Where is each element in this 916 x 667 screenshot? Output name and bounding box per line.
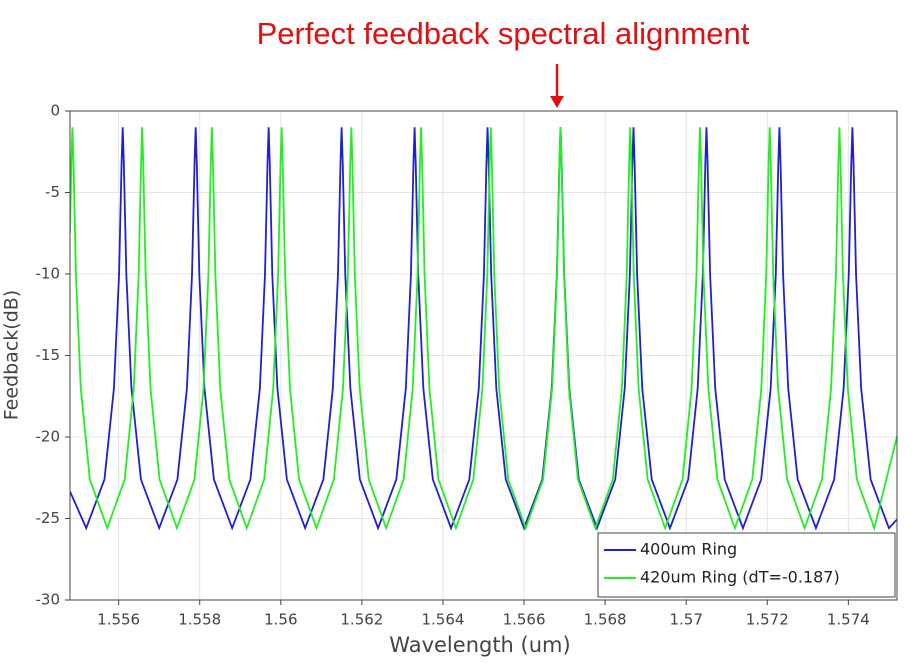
y-tick-label: -25 — [36, 509, 61, 527]
legend-label: 420um Ring (dT=-0.187) — [640, 568, 840, 587]
annotation-arrow-head — [550, 96, 564, 108]
y-tick-label: -15 — [36, 346, 61, 364]
x-tick-label: 1.566 — [503, 611, 546, 629]
y-axis-label: Feedback(dB) — [1, 290, 23, 420]
x-tick-label: 1.556 — [97, 611, 140, 629]
x-tick-label: 1.562 — [340, 611, 383, 629]
x-tick-label: 1.56 — [264, 611, 297, 629]
annotation: Perfect feedback spectral alignment — [257, 16, 750, 51]
x-tick-label: 1.564 — [421, 611, 464, 629]
y-tick-label: -5 — [45, 183, 60, 201]
x-tick-label: 1.558 — [178, 611, 221, 629]
x-axis-label: Wavelength (um) — [389, 633, 570, 657]
series-line — [70, 127, 897, 532]
y-tick-label: -10 — [36, 265, 61, 283]
x-tick-label: 1.572 — [746, 611, 789, 629]
series-line — [70, 127, 897, 531]
y-tick-label: 0 — [50, 102, 60, 120]
legend-box — [597, 532, 896, 598]
x-tick-label: 1.568 — [584, 611, 627, 629]
y-tick-label: -30 — [36, 591, 61, 609]
plot-area — [70, 110, 897, 600]
x-tick-label: 1.574 — [827, 611, 870, 629]
x-tick-label: 1.57 — [669, 611, 702, 629]
y-tick-label: -20 — [36, 428, 61, 446]
legend-label: 400um Ring — [640, 540, 737, 559]
